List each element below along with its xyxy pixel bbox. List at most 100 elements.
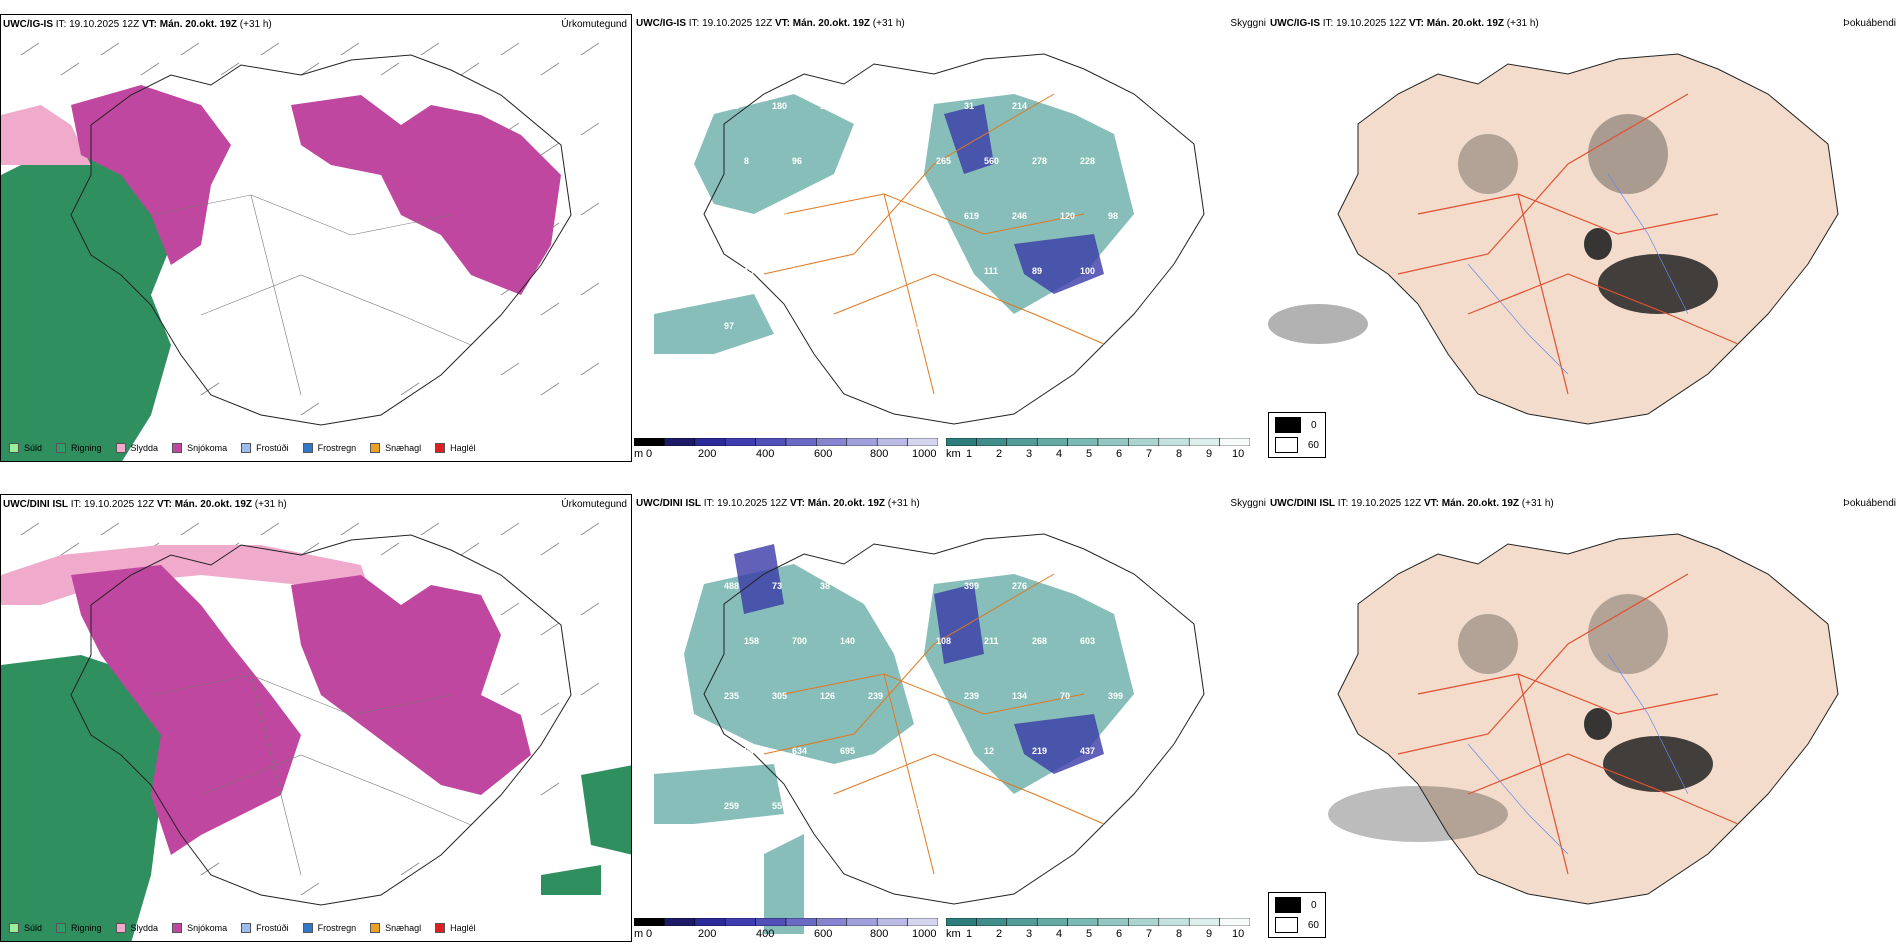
precip-type-map-ig — [1, 42, 600, 461]
ceiling-value-label: 399 — [964, 581, 979, 591]
legend-item: Frostúði — [241, 443, 289, 453]
model-name: UWC/DINI ISL — [1270, 498, 1335, 509]
colorbar-swatch — [976, 438, 1008, 446]
legend-item: Frostúði — [241, 923, 289, 933]
ceiling-value-label: 169 — [868, 321, 883, 331]
ceiling-value-label: 92 — [1128, 266, 1138, 276]
ceiling-value-label: 100 — [1080, 266, 1095, 276]
visibility-tick: 5 — [1086, 448, 1093, 460]
ceiling-value-label: 437 — [1080, 746, 1095, 756]
ceiling-value-label: 235 — [724, 691, 739, 701]
roads — [1397, 573, 1739, 875]
ceiling-tick: 400 — [756, 928, 775, 940]
legend-swatch — [302, 923, 313, 933]
roads — [763, 573, 1105, 875]
colorbar-swatch — [1006, 438, 1038, 446]
panel-title: Skyggni — [1230, 498, 1266, 509]
model-name: UWC/DINI ISL — [3, 499, 68, 510]
legend-label: Frostúði — [256, 923, 289, 933]
ceiling-tick: 1000 — [912, 448, 937, 460]
ceiling-value-label: 242 — [916, 211, 931, 221]
panel-title: Skyggni — [1230, 18, 1266, 29]
ceiling-value-label: 324 — [1128, 156, 1143, 166]
ceiling-value-label: 399 — [772, 211, 787, 221]
colorbar-swatch — [976, 918, 1008, 926]
panel-title: Úrkomutegund — [561, 499, 627, 510]
colorbar-swatch — [876, 438, 908, 446]
legend-swatch — [115, 923, 126, 933]
ceiling-value-label: 399 — [1108, 691, 1123, 701]
model-name: UWC/DINI ISL — [636, 498, 701, 509]
rain-area — [1, 145, 171, 461]
lead-time: (+31 h) — [1521, 498, 1554, 509]
vt-label: VT: — [774, 18, 790, 29]
legend-item: Slydda — [115, 923, 158, 933]
ceiling-value-label: 790 — [724, 211, 739, 221]
ceiling-value-label: 560 — [984, 156, 999, 166]
visibility-map-ig: 218 180 12 114 12 31 214 57 10 8 96 200 249 265 560 278… — [654, 53, 1205, 425]
colorbar-swatch — [1219, 918, 1250, 926]
it-label: IT: — [1337, 498, 1349, 509]
it-label: IT: — [688, 18, 700, 29]
ceiling-value-label: 467 — [936, 746, 951, 756]
ceiling-value-label: 559 — [772, 801, 787, 811]
visibility-tick: 6 — [1116, 448, 1123, 460]
legend-item: Frostregn — [302, 443, 356, 453]
legend-swatch — [302, 443, 313, 453]
legend-swatch — [370, 443, 381, 453]
legend-label: Frostregn — [317, 923, 357, 933]
vt-value: Mán. 20.okt. 19Z — [174, 499, 252, 510]
ceiling-value-label: 97 — [724, 321, 734, 331]
fog-legend-swatch — [1275, 897, 1301, 913]
colorbar-swatch — [785, 438, 817, 446]
lead-time: (+31 h) — [887, 498, 920, 509]
ceiling-value-label: 700 — [792, 636, 807, 646]
ceiling-value-label: 10 — [840, 266, 850, 276]
ceiling-value-label: 114 — [868, 101, 883, 111]
visibility-tick: 6 — [1116, 928, 1123, 940]
colorbar-swatch — [694, 438, 726, 446]
legend-swatch — [56, 923, 67, 933]
visibility-panel-ig: 218 180 12 114 12 31 214 57 10 8 96 200 249 265 560 278… — [634, 14, 1270, 462]
ceiling-value-label: 108 — [936, 636, 951, 646]
colorbar-swatch — [846, 438, 878, 446]
it-value: 19.10.2025 12Z — [1336, 18, 1407, 29]
ceiling-value-label: 94 — [744, 746, 754, 756]
snow-area-1 — [71, 565, 301, 855]
it-value: 19.10.2025 12Z — [1351, 498, 1422, 509]
ceiling-colorbar-swatches — [634, 918, 938, 926]
ceiling-value-label: 488 — [724, 581, 739, 591]
fog-legend: 0 60 — [1268, 412, 1326, 458]
rivers — [1467, 173, 1689, 375]
ceiling-value-label: 211 — [984, 636, 999, 646]
ceiling-value-label: 229 — [916, 321, 931, 331]
vt-label: VT: — [141, 19, 157, 30]
vt-value: Mán. 20.okt. 19Z — [159, 19, 237, 30]
colorbar-swatch — [816, 438, 848, 446]
fog-legend-value: 60 — [1307, 439, 1319, 451]
fog-panel-ig: UWC/IG-IS IT: 19.10.2025 12Z VT: Mán. 20… — [1268, 14, 1900, 462]
ceiling-value-label: 140 — [840, 636, 855, 646]
legend-item: Rigning — [56, 923, 102, 933]
legend-label: Frostúði — [256, 443, 289, 453]
ceiling-tick: 600 — [814, 928, 833, 940]
visibility-tick: 3 — [1026, 448, 1033, 460]
visibility-panel-dini: 488 73 38 356 12 399 276 706 209 158 700 140 195 108 2… — [634, 494, 1270, 942]
ceiling-tick: 0 — [646, 928, 653, 940]
it-value: 19.10.2025 12Z — [84, 499, 155, 510]
ceiling-tick: 0 — [646, 448, 653, 460]
ceiling-colorbar: m 0 200 400 600 800 1000 — [634, 918, 938, 942]
colorbar-swatch — [816, 918, 848, 926]
legend-swatch — [172, 923, 183, 933]
ceiling-value-label: 68 — [820, 801, 830, 811]
legend-swatch — [172, 443, 183, 453]
ceiling-value-label: 11 — [916, 691, 926, 701]
fog-legend: 0 60 — [1268, 892, 1326, 938]
visibility-colorbar: km 1 2 3 4 5 6 7 8 9 10 — [946, 918, 1250, 942]
ceiling-value-label: 195 — [888, 636, 903, 646]
ceiling-value-label: 183 — [916, 801, 931, 811]
visibility-tick: 10 — [1232, 928, 1245, 940]
ceiling-value-label: 180 — [772, 101, 787, 111]
ceiling-value-label: 944 — [888, 746, 903, 756]
ceiling-value-label: 173 — [772, 321, 787, 331]
